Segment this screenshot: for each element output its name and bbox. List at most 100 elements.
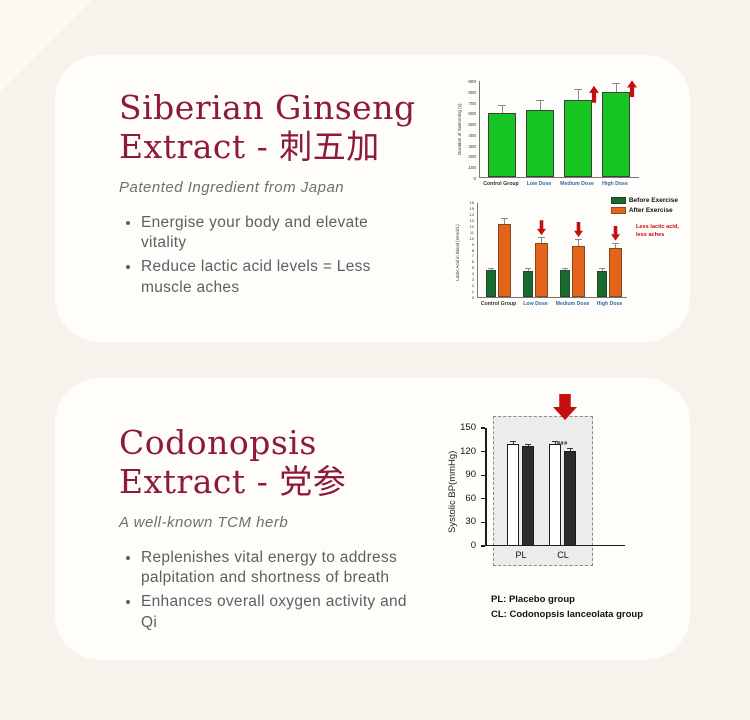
error-bar-cap [538, 237, 545, 239]
bar-group [526, 81, 554, 177]
y-tick-label: 13 [469, 217, 474, 223]
treatment-style-bar [564, 450, 576, 546]
error-bar [615, 243, 616, 249]
footnote: CL: Codonopsis lanceolata group [491, 609, 644, 621]
bp-y-axis-label: Systolic BP(mmHg) [447, 450, 458, 534]
x-axis-category-label: Control Group [480, 301, 517, 307]
error-bar [513, 442, 514, 444]
y-tick-label: 7 [471, 253, 474, 259]
error-bar-cap [562, 267, 568, 269]
bar-group [484, 203, 514, 297]
error-bar [504, 218, 505, 224]
lactic-plot-area [477, 203, 627, 298]
legend-label: Before Exercise [628, 197, 678, 204]
y-tick-label: 60 [465, 492, 476, 504]
page-title: Codonopsis Extract - 党参 [119, 423, 464, 502]
y-tick-label: 0 [470, 540, 476, 551]
card-subtitle: Patented Ingredient from Japan [119, 178, 345, 196]
decrease-arrow-icon [574, 222, 583, 237]
y-tick-label: 4 [471, 271, 474, 277]
error-bar-cap [575, 239, 582, 240]
increase-arrow-icon [627, 80, 637, 98]
lactic-x-axis-labels: Control Group Low Dose Medium Dose High Dos… [480, 301, 630, 308]
error-bar [502, 105, 503, 114]
page-title: Siberian Ginseng Extract - 刺五加 [119, 88, 464, 167]
list-item: Energise your body and elevate vitality [141, 213, 393, 254]
error-bar [491, 268, 492, 271]
y-tick-mark [481, 498, 485, 500]
chart-legend: Before Exercise After Exercise [610, 197, 678, 216]
y-tick-label: 10 [469, 235, 474, 241]
y-tick-label: 12 [469, 223, 474, 229]
x-axis-category-label: PL [515, 550, 527, 560]
title-line1: Codonopsis [119, 423, 317, 462]
footnote: PL: Placebo group [491, 594, 575, 605]
bar-group [521, 203, 551, 297]
error-bar-cap [525, 443, 531, 445]
y-tick-label: 120 [460, 445, 476, 457]
y-tick-label: 15 [469, 205, 474, 211]
swim-bar [488, 113, 516, 177]
y-tick-label: 5 [471, 265, 474, 271]
bar-group [602, 80, 637, 177]
error-bar-cap [501, 217, 508, 219]
error-bar-cap [567, 448, 573, 450]
card1-text-content: Siberian Ginseng Extract - 刺五加 Patented I… [119, 88, 464, 301]
swim-bar [564, 99, 592, 177]
y-tick-label: 2 [471, 283, 474, 289]
error-bar-cap [525, 268, 531, 270]
y-tick-label: 500 [468, 122, 476, 128]
bar-group [595, 203, 625, 297]
swim-bar [602, 92, 630, 177]
y-tick-label: 900 [468, 79, 476, 84]
error-bar [541, 238, 542, 243]
blood-pressure-chart: Systolic BP(mmHg) 0 30 60 90 120 150 PL CL ### … [445, 394, 667, 633]
y-tick-label: 700 [468, 100, 476, 106]
swimming-duration-chart: Duration of Swimming (s) 0 100 200 300 400 50… [457, 79, 667, 203]
legend-swatch [610, 206, 626, 214]
swim-plot-area [479, 80, 639, 178]
error-bar-cap [552, 441, 558, 443]
x-axis-category-label: CL [557, 550, 569, 560]
y-tick-label: 16 [469, 200, 474, 205]
list-item: Replenishes vital energy to address palp… [141, 548, 413, 589]
y-axis-line [485, 428, 487, 546]
x-axis-category-label: Low Dose [526, 181, 552, 187]
after-exercise-bar [498, 223, 511, 297]
card-siberian-ginseng: Siberian Ginseng Extract - 刺五加 Patented I… [55, 55, 690, 342]
before-exercise-bar [560, 270, 570, 297]
error-bar [528, 444, 529, 447]
x-axis-category-label: Medium Dose [560, 181, 594, 187]
legend-item: After Exercise [610, 206, 678, 214]
error-bar-cap [599, 268, 605, 270]
bp-y-axis-ticks: 0 30 60 90 120 150 [459, 422, 480, 551]
decrease-arrow-icon [611, 225, 620, 241]
swim-y-axis-ticks: 0 100 200 300 400 500 600 700 800 900 [466, 79, 478, 181]
error-bar [528, 269, 529, 271]
y-tick-label: 100 [468, 165, 476, 171]
error-bar-cap [536, 100, 544, 102]
x-axis-line [485, 544, 625, 546]
y-tick-label: 0 [471, 295, 474, 300]
placebo-style-bar [549, 443, 561, 546]
x-axis-category-label: High Dose [602, 181, 628, 187]
y-tick-label: 9 [471, 241, 474, 247]
x-axis-category-label: Control Group [483, 181, 519, 187]
y-tick-mark [481, 427, 485, 429]
swim-y-axis-label: Duration of Swimming (s) [457, 103, 462, 156]
bar-group [558, 203, 588, 297]
error-bar-cap [510, 441, 516, 443]
bar-group [564, 81, 599, 177]
y-tick-label: 1 [471, 289, 474, 295]
swim-x-axis-labels: Control Group Low Dose Medium Dose High Dos… [482, 181, 642, 188]
error-bar [555, 442, 556, 444]
bar-group [488, 81, 516, 177]
card2-text-content: Codonopsis Extract - 党参 A well-known TCM … [119, 423, 464, 636]
error-bar [616, 84, 617, 93]
before-exercise-bar [597, 270, 607, 297]
error-bar [570, 449, 571, 451]
error-bar-cap [498, 104, 506, 106]
y-tick-label: 800 [468, 89, 476, 95]
y-tick-label: 90 [465, 469, 476, 481]
